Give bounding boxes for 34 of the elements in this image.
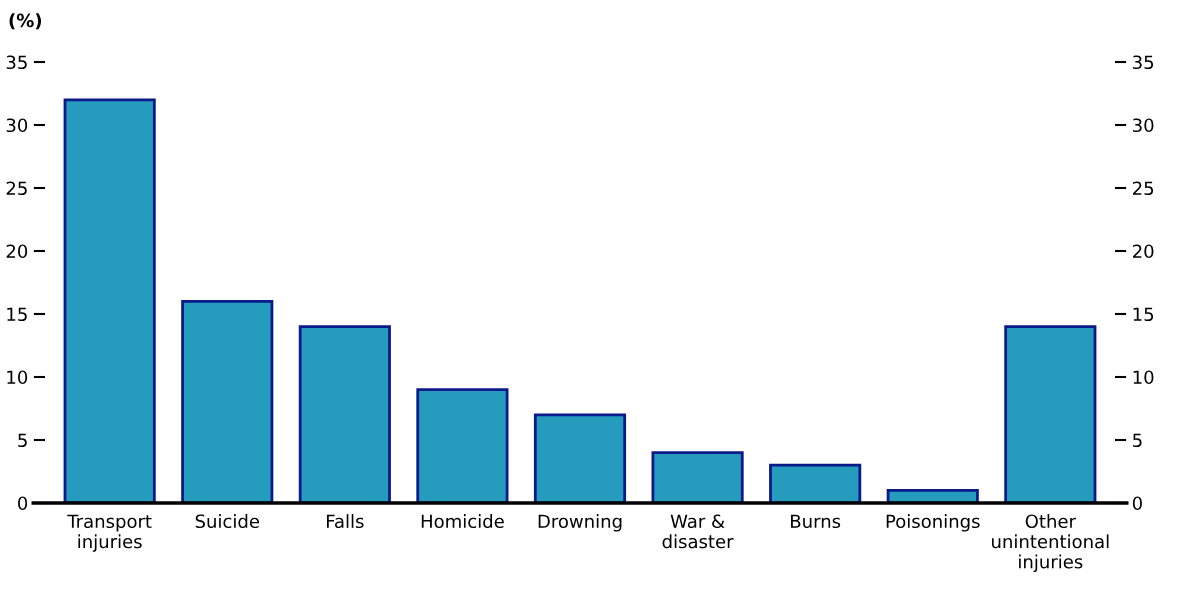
bar [181, 300, 274, 503]
y-tick-label: 0 [18, 496, 28, 511]
y2-tick-label: 10 [1133, 370, 1154, 385]
y2-tick-label: 5 [1133, 433, 1142, 448]
y2-tick-label: 30 [1133, 118, 1154, 133]
y-tick-label: 35 [6, 55, 27, 70]
x-tick-label: Transport injuries [67, 514, 152, 552]
y2-tick-label: 25 [1132, 181, 1154, 196]
y-tick-label: 5 [18, 433, 27, 448]
bar [298, 325, 391, 503]
bar [769, 463, 862, 503]
bar [416, 388, 509, 503]
x-tick-label: Other unintentional injuries [992, 514, 1109, 573]
y-axis-title: (%) [9, 13, 42, 30]
x-tick-label: Drowning [538, 514, 622, 532]
y-tick-label: 25 [6, 181, 27, 196]
x-tick-label: Suicide [195, 514, 260, 529]
x-tick-label: War & disaster [662, 514, 734, 549]
y2-tick-label: 15 [1133, 307, 1154, 322]
bar [651, 451, 744, 503]
x-tick-label: Burns [791, 514, 841, 529]
x-tick-label: Poisonings [886, 514, 980, 532]
bar [1004, 325, 1097, 503]
y-tick-label: 15 [7, 307, 27, 322]
y2-tick-label: 0 [1132, 496, 1142, 511]
bar [533, 413, 627, 503]
bar [63, 98, 156, 503]
y-tick-label: 30 [6, 118, 28, 133]
y2-tick-label: 20 [1132, 244, 1154, 259]
x-tick-label: Falls [326, 514, 364, 529]
y-tick-label: 20 [6, 244, 28, 259]
y2-tick-label: 35 [1133, 55, 1154, 70]
x-tick-label: Homicide [421, 514, 504, 529]
y-tick-label: 10 [7, 370, 28, 385]
